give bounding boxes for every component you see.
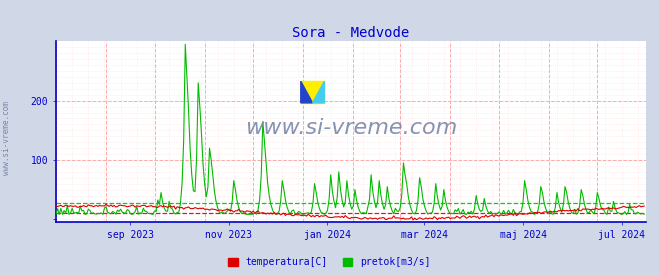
Text: www.si-vreme.com: www.si-vreme.com	[244, 118, 457, 138]
Title: Sora - Medvode: Sora - Medvode	[293, 26, 409, 40]
Legend: temperatura[C], pretok[m3/s]: temperatura[C], pretok[m3/s]	[225, 253, 434, 271]
Bar	[301, 81, 324, 103]
Text: www.si-vreme.com: www.si-vreme.com	[2, 101, 11, 175]
Polygon shape	[312, 81, 324, 103]
Polygon shape	[301, 81, 312, 103]
